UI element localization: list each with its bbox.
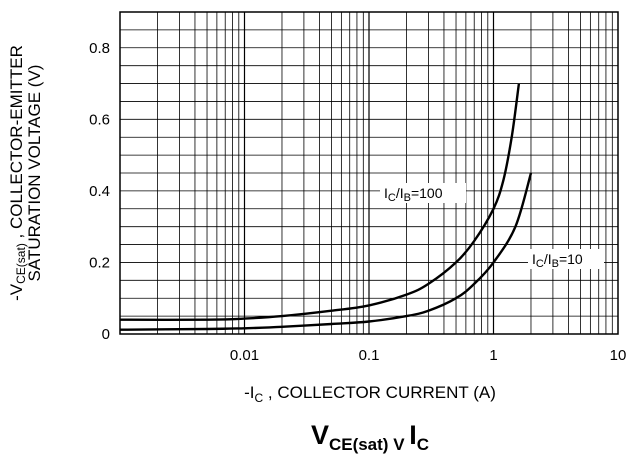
series-label-bg-100 bbox=[380, 183, 466, 203]
plot-frame bbox=[119, 11, 619, 335]
y-axis-label-line1: -VCE(sat) , COLLECTOR-EMITTER bbox=[7, 45, 28, 301]
series-lines bbox=[119, 83, 533, 331]
y-axis-label-line2: SATURATION VOLTAGE (V) bbox=[25, 65, 44, 282]
series-label-10: IC/IB=10 bbox=[532, 251, 583, 270]
x-tick-label: 1 bbox=[489, 347, 497, 364]
y-tick-label: 0.2 bbox=[89, 254, 110, 271]
x-tick-label: 0.01 bbox=[230, 347, 259, 364]
x-tick-label: 10 bbox=[610, 347, 627, 364]
y-axis-label: -VCE(sat) , COLLECTOR-EMITTER SATURATION… bbox=[7, 45, 44, 301]
series-label-100: IC/IB=100 bbox=[384, 185, 443, 204]
series-line-0 bbox=[119, 83, 521, 321]
grid bbox=[120, 12, 618, 334]
y-tick-label: 0.6 bbox=[89, 111, 110, 128]
y-tick-label: 0.8 bbox=[89, 40, 110, 57]
y-tick-labels: 0 0.2 0.4 0.6 0.8 bbox=[89, 40, 110, 343]
y-tick-label: 0.4 bbox=[89, 183, 110, 200]
chart-title: VCE(sat) V IC bbox=[311, 420, 429, 454]
series-label-bg-10 bbox=[528, 249, 604, 269]
x-tick-label: 0.1 bbox=[359, 347, 380, 364]
x-axis-label: -IC , COLLECTOR CURRENT (A) bbox=[244, 383, 496, 405]
x-tick-labels: 0.01 0.1 1 10 bbox=[230, 347, 626, 364]
series-line-1 bbox=[119, 172, 533, 331]
y-tick-label: 0 bbox=[102, 326, 110, 343]
